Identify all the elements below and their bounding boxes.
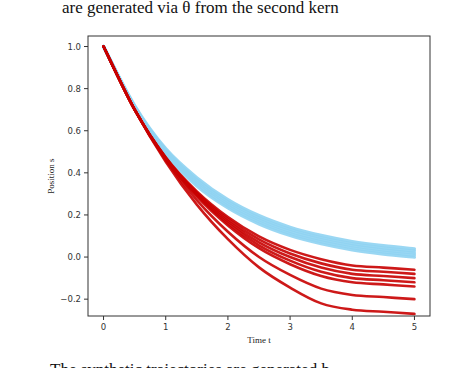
y-tick [84,130,88,131]
x-tick-label: 0 [101,322,106,332]
y-tick [84,257,88,258]
trajectory-line [104,47,415,251]
x-tick-label: 5 [412,322,417,332]
page-text-above: are generated via θ from the second kern [62,0,339,17]
trajectory-line [104,47,415,249]
y-axis-label: Position s [46,158,56,194]
y-tick [84,299,88,300]
y-tick-label: 0.0 [67,252,81,262]
y-tick-label: −0.2 [60,294,81,304]
y-tick [84,46,88,47]
x-axis-label: Time t [247,335,271,345]
x-tick [352,316,353,320]
trajectory-line [104,47,415,300]
trajectory-line [104,47,415,270]
trajectory-line [104,47,415,256]
x-tick-label: 2 [225,322,230,332]
x-tick [414,316,415,320]
x-tick [103,316,104,320]
x-tick-label: 1 [163,322,168,332]
x-tick-label: 3 [287,322,292,332]
y-tick-label: 0.8 [67,84,81,94]
trajectory-line [104,47,415,279]
plot-frame [88,36,430,316]
trajectory-line [104,47,415,254]
x-tick [165,316,166,320]
figure: are generated via θ from the second kern… [0,0,470,368]
trajectory-line [104,47,415,274]
y-tick-label: 0.4 [67,168,81,178]
x-tick [227,316,228,320]
trajectory-line [104,47,415,314]
page-text-below: The synthetic trajectories are generated… [50,360,330,368]
trajectory-line [104,47,415,287]
y-tick [84,88,88,89]
y-tick-label: 1.0 [67,42,81,52]
y-tick [84,172,88,173]
y-tick-label: 0.2 [67,210,81,220]
y-tick-label: 0.6 [67,126,81,136]
y-tick [84,214,88,215]
x-tick [290,316,291,320]
series-group [104,47,415,314]
trajectory-line [104,47,415,258]
x-tick-label: 4 [350,322,355,332]
